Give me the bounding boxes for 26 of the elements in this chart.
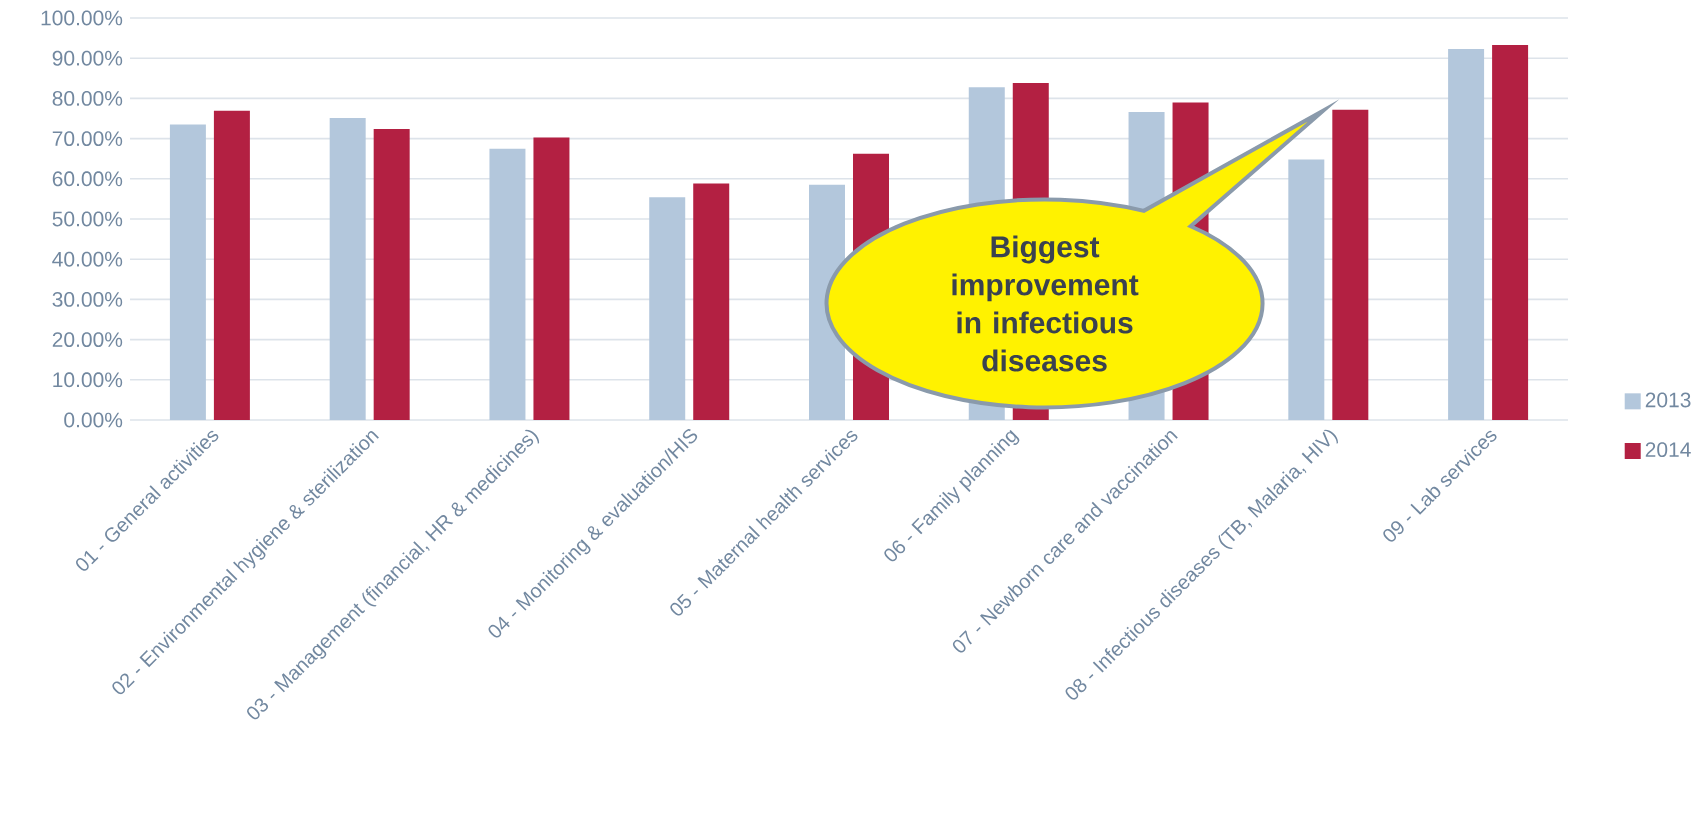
y-tick-label: 100.00% [41,10,123,26]
y-tick-label: 60.00% [52,171,123,187]
y-tick-label: 0.00% [64,412,123,428]
legend-label: 2013 [1645,392,1691,408]
y-tick-label: 70.00% [52,131,123,147]
annotation: Biggest improvement in infectious diseases [952,235,1139,372]
y-tick-label: 40.00% [52,251,123,267]
bar [693,183,730,420]
bar [213,110,250,420]
y-tick-label: 80.00% [52,90,123,106]
y-tick-label: 10.00% [53,372,123,388]
bar [1492,44,1529,420]
bar [1448,48,1485,420]
y-tick-label: 90.00% [52,50,123,66]
y-tick-label: 20.00% [52,332,123,348]
bar [329,118,366,420]
legend-label: 2014 [1645,442,1691,458]
y-tick-label: 50.00% [52,211,123,227]
bar [1288,159,1325,420]
bar [1332,109,1369,420]
bar [169,124,206,420]
bar [533,137,570,420]
bar [649,197,686,420]
y-tick-label: 30.00% [52,291,123,307]
bar [373,128,410,420]
bar [489,148,526,420]
